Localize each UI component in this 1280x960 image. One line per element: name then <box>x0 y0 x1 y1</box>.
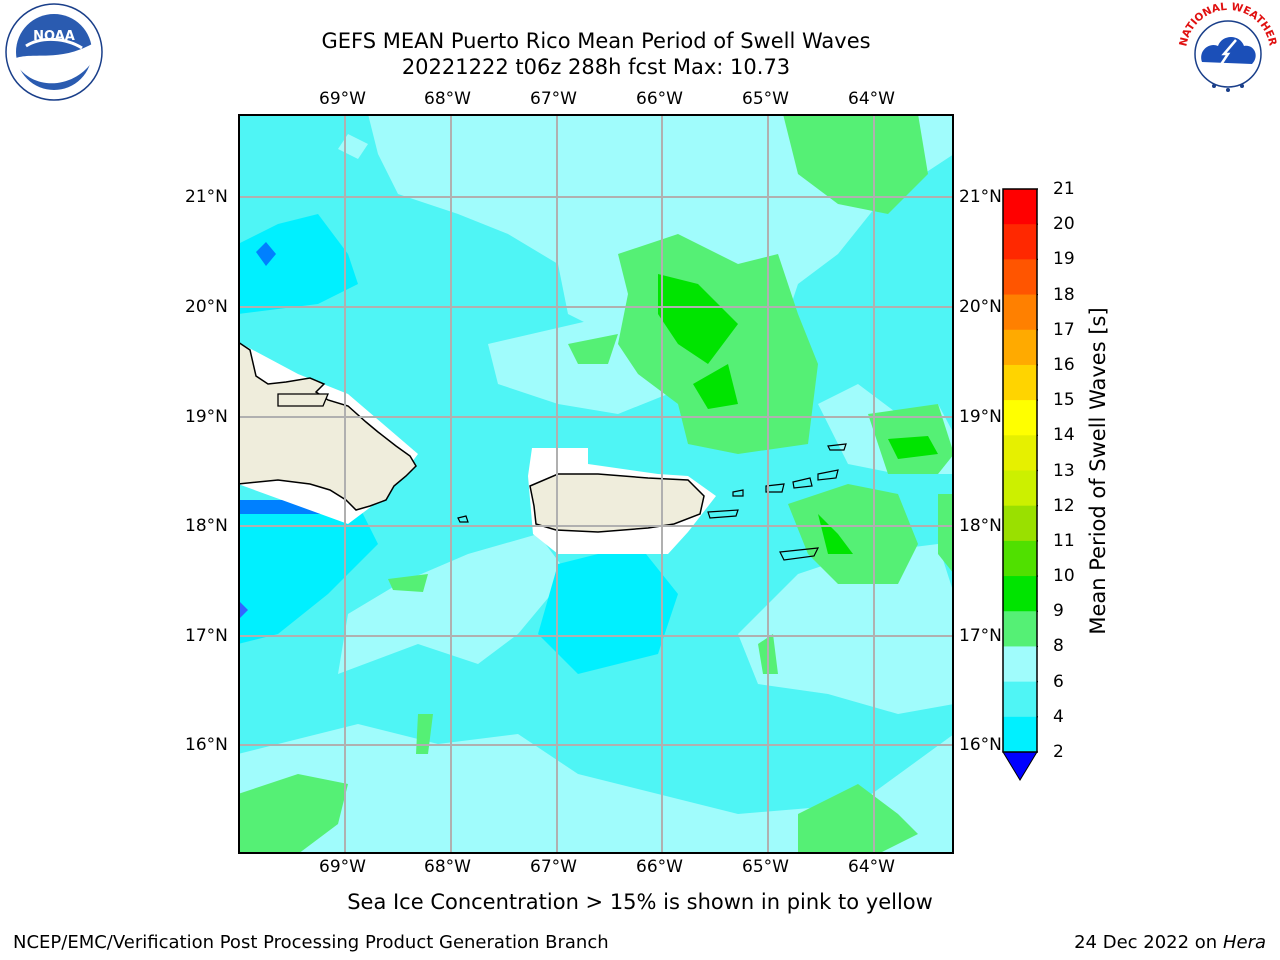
colorbar-segment <box>1003 646 1037 683</box>
colorbar-segment <box>1003 189 1037 225</box>
colorbar-segments <box>1003 189 1037 753</box>
st-thomas-island <box>765 483 785 493</box>
colorbar-segment <box>1003 505 1037 542</box>
colorbar-tick-label: 10 <box>1053 566 1075 587</box>
chart-subtitle: 20221222 t06z 288h fcst Max: 10.73 <box>401 55 791 79</box>
lon-tick-top: 64°W <box>848 89 895 109</box>
colorbar-segment <box>1003 224 1037 260</box>
lat-tick-left: 21°N <box>185 187 228 207</box>
nws-logo: NATIONAL WEATHER SERVICE <box>1176 2 1279 98</box>
colorbar-tick-label: 16 <box>1053 354 1075 375</box>
period-low-spot <box>238 600 248 620</box>
lat-tick-right: 21°N <box>959 187 1002 207</box>
colorbar-tick-label: 14 <box>1053 425 1075 446</box>
colorbar-tick-label: 8 <box>1053 636 1064 657</box>
colorbar-tick-label: 11 <box>1053 530 1075 551</box>
colorbar-segment <box>1003 576 1037 612</box>
colorbar-tick-label: 19 <box>1053 249 1075 270</box>
footer-date: 24 Dec 2022 on Hera <box>1074 932 1266 953</box>
vieques-island <box>707 509 739 519</box>
colorbar-segment <box>1003 435 1037 471</box>
tortola-island <box>817 469 839 481</box>
lat-tick-left: 18°N <box>185 516 228 536</box>
colorbar-tick-label: 21 <box>1053 179 1075 199</box>
lon-tick-bottom: 65°W <box>742 857 789 877</box>
culebra-island <box>732 489 744 497</box>
colorbar-segment <box>1003 294 1037 331</box>
colorbar-segment <box>1003 329 1037 366</box>
colorbar <box>1002 188 1038 781</box>
colorbar-segment <box>1003 716 1037 753</box>
colorbar-ticks <box>1037 188 1038 753</box>
lon-tick-bottom: 69°W <box>319 857 366 877</box>
footer-host: Hera <box>1222 932 1266 953</box>
colorbar-extend-arrow <box>1002 751 1038 781</box>
colorbar-segment <box>1003 611 1037 647</box>
lon-tick-bottom: 66°W <box>636 857 683 877</box>
tortuga-island <box>277 393 329 407</box>
anegada-island <box>827 443 847 451</box>
lat-tick-right: 20°N <box>959 297 1002 317</box>
lat-tick-right: 16°N <box>959 735 1002 755</box>
lat-tick-left: 20°N <box>185 297 228 317</box>
st-john-island <box>792 477 813 489</box>
colorbar-segment <box>1003 470 1037 507</box>
colorbar-tick-label: 15 <box>1053 390 1075 411</box>
colorbar-tick-label: 6 <box>1053 671 1064 692</box>
swell-period-map <box>238 114 954 854</box>
lat-tick-left: 16°N <box>185 735 228 755</box>
lon-tick-bottom: 67°W <box>530 857 577 877</box>
colorbar-segment <box>1003 681 1037 718</box>
st-croix-island <box>779 547 820 561</box>
lon-tick-top: 69°W <box>319 89 366 109</box>
chart-title: GEFS MEAN Puerto Rico Mean Period of Swe… <box>321 29 871 53</box>
lon-tick-bottom: 64°W <box>848 857 895 877</box>
colorbar-tick-label: 9 <box>1053 601 1064 622</box>
lon-tick-top: 65°W <box>742 89 789 109</box>
sea-ice-caption: Sea Ice Concentration > 15% is shown in … <box>347 890 933 914</box>
period-2-4-spot <box>256 242 276 266</box>
colorbar-segment <box>1003 540 1037 577</box>
lat-tick-right: 17°N <box>959 626 1002 646</box>
lat-tick-right: 18°N <box>959 516 1002 536</box>
colorbar-tick-label: 20 <box>1053 214 1075 235</box>
colorbar-segment <box>1003 364 1037 401</box>
map-border <box>238 114 954 854</box>
colorbar-tick-label: 12 <box>1053 495 1075 516</box>
map-gridlines <box>238 114 954 854</box>
colorbar-tick-label: 2 <box>1053 742 1064 762</box>
footer-date-text: 24 Dec 2022 on <box>1074 932 1218 953</box>
noaa-logo-text: NOAA <box>33 29 75 44</box>
colorbar-tick-label: 13 <box>1053 460 1075 481</box>
lon-tick-top: 68°W <box>424 89 471 109</box>
period-4-6-regions <box>238 214 678 674</box>
lat-tick-right: 19°N <box>959 407 1002 427</box>
lat-tick-left: 17°N <box>185 626 228 646</box>
lon-tick-top: 66°W <box>636 89 683 109</box>
colorbar-tick-label: 4 <box>1053 706 1064 727</box>
colorbar-tick-label: 17 <box>1053 319 1075 340</box>
footer-credit: NCEP/EMC/Verification Post Processing Pr… <box>13 932 609 953</box>
hispaniola-land <box>238 341 417 511</box>
colorbar-title: Mean Period of Swell Waves [s] <box>1086 307 1110 635</box>
lon-tick-bottom: 68°W <box>424 857 471 877</box>
lat-tick-left: 19°N <box>185 407 228 427</box>
period-10-11-regions <box>658 274 938 554</box>
colorbar-tick-label: 18 <box>1053 284 1075 305</box>
mona-island <box>457 515 469 523</box>
lon-tick-top: 67°W <box>530 89 577 109</box>
colorbar-segment <box>1003 400 1037 436</box>
noaa-logo: NOAA <box>5 3 103 101</box>
colorbar-segment <box>1003 259 1037 296</box>
